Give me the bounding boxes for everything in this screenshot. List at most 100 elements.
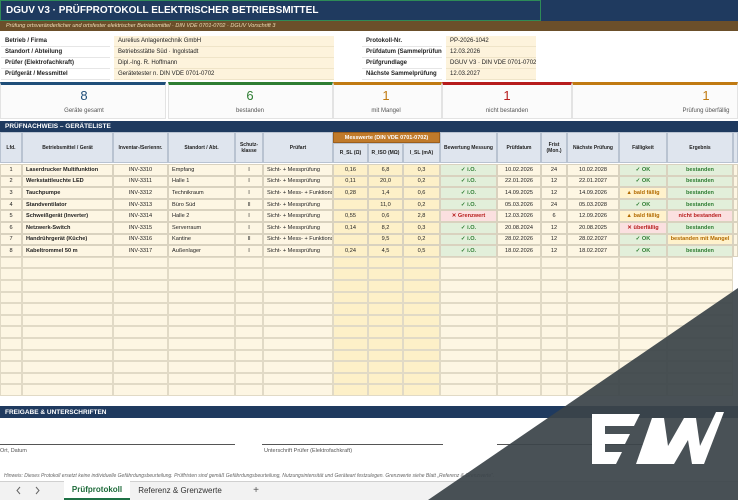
empty-cell (541, 256, 567, 269)
empty-cell (497, 361, 541, 373)
table-cell: 05.03.2028 (567, 198, 619, 211)
empty-cell (168, 349, 235, 362)
table-cell: I (235, 210, 263, 222)
empty-cell (22, 349, 113, 362)
table-cell: ✓ i.O. (440, 198, 497, 211)
empty-cell (263, 349, 333, 362)
sheet-tab[interactable]: Referenz & Grenzwerte (138, 486, 222, 495)
table-cell: 1 (0, 164, 22, 176)
empty-cell (619, 349, 667, 362)
empty-cell (667, 268, 733, 280)
empty-cell (263, 291, 333, 304)
empty-cell (22, 314, 113, 327)
empty-cell (667, 384, 733, 396)
selected-cell (0, 0, 541, 21)
table-cell: ✓ OK (619, 198, 667, 211)
empty-cell (619, 338, 667, 350)
empty-cell (368, 338, 403, 350)
empty-cell (567, 326, 619, 338)
empty-cell (619, 291, 667, 304)
empty-cell (368, 291, 403, 304)
empty-cell (263, 361, 333, 373)
table-cell: ✕ überfällig (619, 222, 667, 234)
table-cell: 4,5 (368, 245, 403, 257)
table-cell: 22.01.2027 (567, 175, 619, 188)
table-cell: bestanden (667, 187, 733, 199)
empty-cell (368, 349, 403, 362)
column-header: R_ISO (MΩ) (368, 143, 403, 163)
empty-cell (440, 326, 497, 338)
kpi-card (0, 82, 166, 119)
empty-cell (567, 338, 619, 350)
empty-cell (619, 280, 667, 292)
empty-cell (235, 291, 263, 304)
table-cell: 10.02.2028 (567, 164, 619, 176)
empty-cell (235, 361, 263, 373)
empty-cell (541, 291, 567, 304)
empty-cell (667, 256, 733, 269)
info-value: Betriebsstätte Süd · Ingolstadt (114, 47, 334, 58)
table-cell: INV-3317 (113, 245, 168, 257)
empty-cell (403, 314, 440, 327)
table-cell: 2,8 (403, 210, 440, 222)
empty-cell (497, 303, 541, 315)
empty-cell (333, 384, 368, 396)
empty-cell (113, 280, 168, 292)
empty-cell (440, 314, 497, 327)
column-header: Nächste Prüfung (567, 132, 619, 163)
empty-cell (22, 338, 113, 350)
next-sheet[interactable] (35, 486, 40, 495)
table-cell: Laserdrucker Multifunktion (22, 164, 113, 176)
column-header: Lfd. (0, 132, 22, 163)
empty-cell (541, 326, 567, 338)
table-cell: 2 (0, 175, 22, 188)
empty-cell (667, 372, 733, 385)
table-cell: 0,55 (333, 210, 368, 222)
empty-cell (567, 384, 619, 396)
empty-cell (403, 384, 440, 396)
table-cell: 12 (541, 222, 567, 234)
table-cell: ✓ i.O. (440, 222, 497, 234)
empty-cell (333, 349, 368, 362)
empty-cell (263, 268, 333, 280)
empty-cell (497, 326, 541, 338)
table-cell: Sicht- + Messprüfung (263, 175, 333, 188)
table-cell: 0,28 (333, 187, 368, 199)
kpi-label: bestanden (235, 108, 265, 114)
add-sheet[interactable]: + (253, 485, 259, 496)
table-cell: 28.02.2027 (567, 233, 619, 246)
empty-cell (235, 338, 263, 350)
table-cell (333, 198, 368, 211)
empty-cell (0, 361, 22, 373)
empty-cell (619, 268, 667, 280)
table-cell: bestanden (667, 222, 733, 234)
empty-cell (368, 268, 403, 280)
table-cell: ✓ OK (619, 245, 667, 257)
table-cell: INV-3315 (113, 222, 168, 234)
empty-cell (497, 291, 541, 304)
column-header: Bewertung Messung (440, 132, 497, 163)
prev-sheet[interactable] (16, 486, 21, 495)
table-cell: bestanden (667, 198, 733, 211)
table-cell: 0,2 (403, 198, 440, 211)
column-header: Schutz-klasse (235, 132, 263, 163)
section-title: PRÜFNACHWEIS – GERÄTELISTE (5, 123, 111, 130)
sheet-tab-active[interactable]: Prüfprotokoll (64, 481, 130, 500)
empty-cell (541, 349, 567, 362)
empty-cell (403, 268, 440, 280)
empty-cell (541, 384, 567, 396)
empty-cell (403, 372, 440, 385)
title-bar (0, 0, 738, 21)
tab-nav[interactable] (0, 481, 60, 500)
table-cell: 10.02.2026 (497, 164, 541, 176)
table-cell: 3 (0, 187, 22, 199)
empty-cell (263, 314, 333, 327)
empty-cell (235, 349, 263, 362)
empty-cell (22, 326, 113, 338)
empty-cell (440, 384, 497, 396)
table-cell: ▲ bald fällig (619, 210, 667, 222)
table-cell (733, 210, 738, 222)
table-cell: Technikraum (168, 187, 235, 199)
table-cell: Handrührgerät (Küche) (22, 233, 113, 246)
empty-cell (667, 280, 733, 292)
